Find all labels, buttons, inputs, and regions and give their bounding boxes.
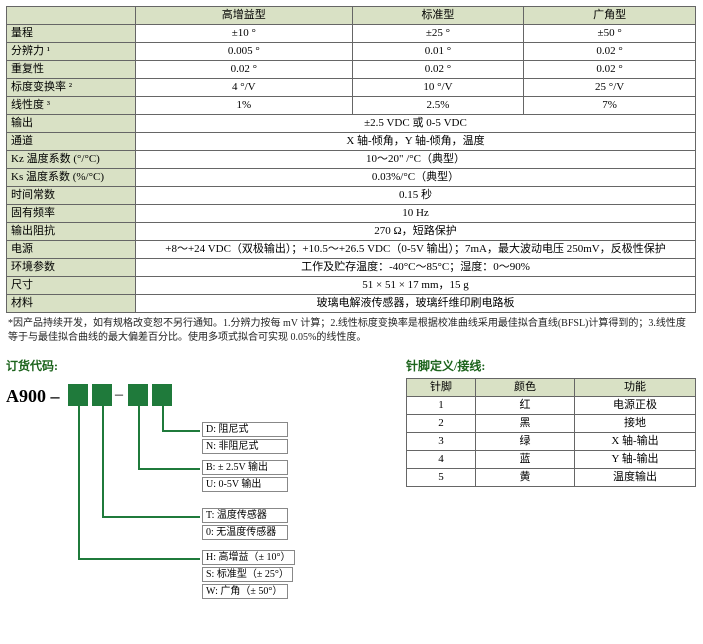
pin-cell: 温度输出	[575, 469, 696, 487]
spec-cell: 25 °/V	[524, 79, 696, 97]
order-option: W: 广角（± 50°）	[202, 584, 288, 599]
code-box-2	[92, 384, 112, 406]
pin-cell: X 轴-输出	[575, 433, 696, 451]
pin-cell: Y 轴-输出	[575, 451, 696, 469]
pin-cell: 5	[407, 469, 476, 487]
pin-table: 针脚 颜色 功能 1红电源正极 2黑接地 3绿X 轴-输出 4蓝Y 轴-输出 5黄温度输…	[406, 378, 696, 487]
spec-col-0: 高增益型	[136, 7, 353, 25]
spec-cell: 工作及贮存温度：-40°C～85°C；湿度：0～90%	[136, 259, 696, 277]
spec-row-label: Ks 温度系数 (%/°C)	[7, 169, 136, 187]
spec-cell: ±2.5 VDC 或 0-5 VDC	[136, 115, 696, 133]
pin-cell: 接地	[575, 415, 696, 433]
order-option: T: 温度传感器	[202, 508, 288, 523]
spec-cell: 0.15 秒	[136, 187, 696, 205]
pin-cell: 蓝	[476, 451, 575, 469]
spec-row-label: Kz 温度系数 (°/°C)	[7, 151, 136, 169]
spec-row-label: 线性度 ³	[7, 97, 136, 115]
spec-cell: +8～+24 VDC（双极输出）；+10.5～+26.5 VDC（0-5V 输出…	[136, 241, 696, 259]
spec-row-label: 时间常数	[7, 187, 136, 205]
spec-cell: 7%	[524, 97, 696, 115]
order-option: H: 高增益（± 10°）	[202, 550, 295, 565]
pin-cell: 绿	[476, 433, 575, 451]
part-number: A900 –	[6, 386, 60, 407]
spec-cell: 0.01 °	[352, 43, 524, 61]
footnote-text: *因产品持续开发，如有规格改变恕不另行通知。1.分辨力按每 mV 计算；2.线性…	[8, 317, 695, 345]
spec-col-2: 广角型	[524, 7, 696, 25]
spec-cell: ±10 °	[136, 25, 353, 43]
spec-cell: 0.005 °	[136, 43, 353, 61]
spec-cell: 0.03%/°C（典型）	[136, 169, 696, 187]
spec-row-label: 固有频率	[7, 205, 136, 223]
spec-cell: 10～20" /°C（典型）	[136, 151, 696, 169]
spec-cell: 玻璃电解液传感器，玻璃纤维印刷电路板	[136, 295, 696, 313]
spec-row-label: 输出	[7, 115, 136, 133]
spec-corner	[7, 7, 136, 25]
spec-cell: 1%	[136, 97, 353, 115]
pin-cell: 红	[476, 397, 575, 415]
spec-cell: ±25 °	[352, 25, 524, 43]
spec-cell: 2.5%	[352, 97, 524, 115]
order-option: U: 0-5V 输出	[202, 477, 288, 492]
spec-row-label: 重复性	[7, 61, 136, 79]
spec-row-label: 通道	[7, 133, 136, 151]
spec-table: 高增益型 标准型 广角型 量程±10 °±25 °±50 ° 分辨力 ¹0.005…	[6, 6, 696, 313]
spec-cell: X 轴-倾角，Y 轴-倾角，温度	[136, 133, 696, 151]
spec-row-label: 量程	[7, 25, 136, 43]
order-diagram: A900 – – D: 阻尼式 N: 非阻尼式 B: ± 2.5V 输出 U: 0-5…	[6, 378, 376, 638]
spec-col-1: 标准型	[352, 7, 524, 25]
pin-hdr-2: 功能	[575, 379, 696, 397]
pin-cell: 黄	[476, 469, 575, 487]
order-option: 0: 无温度传感器	[202, 525, 288, 540]
pin-hdr-1: 颜色	[476, 379, 575, 397]
code-box-4	[152, 384, 172, 406]
spec-row-label: 电源	[7, 241, 136, 259]
code-box-3	[128, 384, 148, 406]
spec-cell: 51 × 51 × 17 mm，15 g	[136, 277, 696, 295]
code-box-gap: –	[114, 384, 124, 406]
spec-cell: 0.02 °	[524, 61, 696, 79]
spec-cell: 0.02 °	[352, 61, 524, 79]
spec-cell: ±50 °	[524, 25, 696, 43]
spec-cell: 10 Hz	[136, 205, 696, 223]
pin-cell: 4	[407, 451, 476, 469]
spec-row-label: 标度变换率 ²	[7, 79, 136, 97]
order-option: B: ± 2.5V 输出	[202, 460, 288, 475]
spec-row-label: 输出阻抗	[7, 223, 136, 241]
spec-cell: 0.02 °	[136, 61, 353, 79]
spec-cell: 270 Ω，短路保护	[136, 223, 696, 241]
pin-cell: 1	[407, 397, 476, 415]
order-title: 订货代码:	[6, 357, 376, 374]
spec-row-label: 材料	[7, 295, 136, 313]
spec-row-label: 尺寸	[7, 277, 136, 295]
code-box-1	[68, 384, 88, 406]
spec-row-label: 环境参数	[7, 259, 136, 277]
pin-hdr-0: 针脚	[407, 379, 476, 397]
pin-cell: 电源正极	[575, 397, 696, 415]
pin-cell: 2	[407, 415, 476, 433]
order-option: N: 非阻尼式	[202, 439, 288, 454]
pin-title: 针脚定义/接线:	[406, 357, 696, 374]
spec-cell: 0.02 °	[524, 43, 696, 61]
order-option: S: 标准型（± 25°）	[202, 567, 293, 582]
spec-row-label: 分辨力 ¹	[7, 43, 136, 61]
pin-cell: 3	[407, 433, 476, 451]
order-option: D: 阻尼式	[202, 422, 288, 437]
spec-cell: 4 °/V	[136, 79, 353, 97]
pin-cell: 黑	[476, 415, 575, 433]
spec-cell: 10 °/V	[352, 79, 524, 97]
